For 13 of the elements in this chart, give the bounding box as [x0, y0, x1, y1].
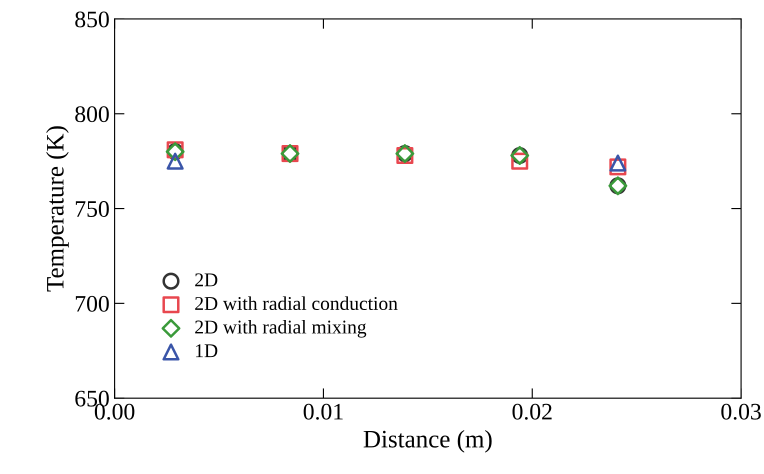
- x-tick-label: 0.03: [721, 404, 761, 420]
- legend-label: 1D: [196, 344, 218, 358]
- legend-label: 2D: [195, 273, 218, 286]
- x-tick-label: 0.02: [512, 404, 552, 420]
- y-tick-label: 700: [76, 296, 109, 312]
- x-axis-title: Distance (m): [364, 430, 492, 453]
- legend-label: 2D with radial conduction: [195, 296, 398, 310]
- y-axis-title: Temperature (K): [46, 126, 69, 292]
- legend-label: 2D with radial mixing: [195, 320, 366, 338]
- y-tick-label: 850: [75, 11, 109, 28]
- x-tick-label: 0.01: [304, 404, 343, 420]
- y-tick-label: 750: [76, 201, 109, 217]
- y-tick-label: 800: [75, 106, 109, 122]
